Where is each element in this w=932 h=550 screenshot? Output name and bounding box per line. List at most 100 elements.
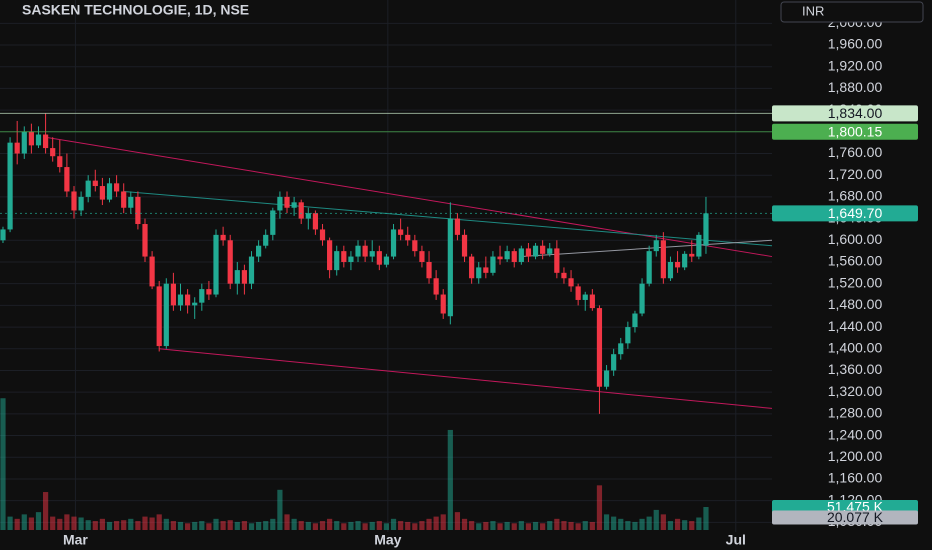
candle-body — [561, 272, 567, 279]
volume-bar — [334, 521, 340, 530]
candle-body — [511, 251, 517, 262]
volume-bar — [476, 523, 482, 530]
candle-body — [113, 183, 120, 192]
volume-bar — [532, 521, 539, 530]
volume-bar — [185, 523, 191, 530]
volume-bar — [568, 521, 574, 530]
volume-bar — [0, 398, 6, 530]
y-tick-label: 1,680.00 — [828, 188, 883, 204]
volume-bar — [383, 523, 390, 530]
volume-bar — [589, 521, 595, 530]
volume-bar — [291, 518, 297, 530]
candle-body — [135, 196, 141, 225]
x-tick-label: Jul — [726, 532, 746, 548]
volume-bar — [398, 521, 404, 530]
candle-body — [156, 286, 162, 347]
candle-body — [674, 261, 681, 268]
volume-bar — [674, 518, 681, 530]
candle-body — [78, 196, 84, 211]
candle-body — [419, 251, 425, 262]
volume-bar — [57, 518, 63, 530]
volume-bar — [682, 520, 688, 530]
candle-body — [618, 343, 624, 355]
candle-body — [355, 245, 361, 257]
y-tick-label: 1,400.00 — [828, 339, 883, 355]
volume-bar — [625, 521, 631, 530]
volume-bar — [270, 518, 276, 530]
candle-body — [454, 218, 461, 235]
volume-bar — [461, 518, 468, 530]
volume-bar — [341, 523, 347, 530]
candle-body — [99, 186, 105, 200]
volume-bar — [142, 516, 148, 530]
candle-body — [163, 283, 169, 347]
candle-body — [547, 248, 553, 254]
candle-body — [461, 234, 468, 257]
y-tick-label: 1,200.00 — [828, 448, 883, 464]
candle-body — [696, 234, 702, 257]
candle-body — [0, 229, 6, 241]
candle-body — [128, 196, 134, 208]
candle-body — [85, 180, 91, 197]
candle-body — [611, 354, 617, 371]
candle-body — [213, 234, 219, 295]
candle-body — [483, 267, 489, 273]
volume-bar — [227, 520, 233, 530]
y-tick-label: 1,320.00 — [828, 383, 883, 399]
volume-bar — [113, 521, 120, 530]
candle-body — [390, 229, 397, 257]
candle-body — [284, 196, 290, 208]
candle-body — [575, 286, 581, 300]
volume-bar — [433, 516, 439, 530]
candle-body — [177, 294, 184, 306]
currency-button[interactable] — [780, 1, 924, 23]
volume-bar — [447, 429, 453, 530]
volume-bar — [596, 485, 603, 530]
candle-body — [291, 202, 297, 208]
y-tick-label: 1,760.00 — [828, 144, 883, 160]
candle-body — [220, 234, 226, 241]
volume-bar — [575, 523, 581, 530]
candle-body — [433, 278, 439, 295]
y-tick-label: 1,960.00 — [828, 36, 883, 52]
candle-body — [603, 370, 610, 387]
volume-bar — [369, 521, 375, 530]
volume-bar — [163, 518, 169, 530]
volume-bar — [206, 523, 212, 530]
trendline — [45, 136, 773, 258]
candle-body — [568, 278, 574, 287]
volume-bar — [64, 514, 70, 530]
candle-body — [376, 251, 382, 265]
y-tick-label: 1,240.00 — [828, 426, 883, 442]
volume-bar — [28, 517, 34, 530]
candle-body — [660, 240, 666, 279]
volume-bar — [632, 521, 638, 530]
volume-bar — [78, 517, 84, 530]
candle-body — [21, 131, 27, 154]
candle-body — [42, 134, 49, 149]
volume-bar — [42, 492, 49, 530]
volume-bar — [454, 512, 461, 530]
volume-bar — [199, 521, 205, 530]
volume-bar — [170, 521, 177, 530]
volume-bar — [327, 518, 333, 530]
volume-bar — [540, 523, 546, 530]
candle-body — [341, 251, 347, 262]
candle-body — [256, 245, 262, 257]
candle-body — [703, 213, 709, 246]
price-label-box — [772, 105, 918, 122]
volume-bar — [376, 521, 382, 530]
volume-label: 20.077 K — [827, 509, 884, 525]
y-tick-label: 1,440.00 — [828, 318, 883, 334]
y-tick-label: 1,280.00 — [828, 405, 883, 421]
currency-label[interactable]: INR — [802, 3, 824, 18]
candle-body — [689, 253, 695, 257]
volume-bar — [618, 518, 624, 530]
candle-body — [248, 256, 255, 284]
candle-body — [206, 289, 212, 295]
candle-body — [348, 256, 354, 262]
price-label: 1,649.70 — [828, 205, 883, 221]
candle-body — [121, 191, 127, 208]
candle-body — [362, 245, 368, 257]
